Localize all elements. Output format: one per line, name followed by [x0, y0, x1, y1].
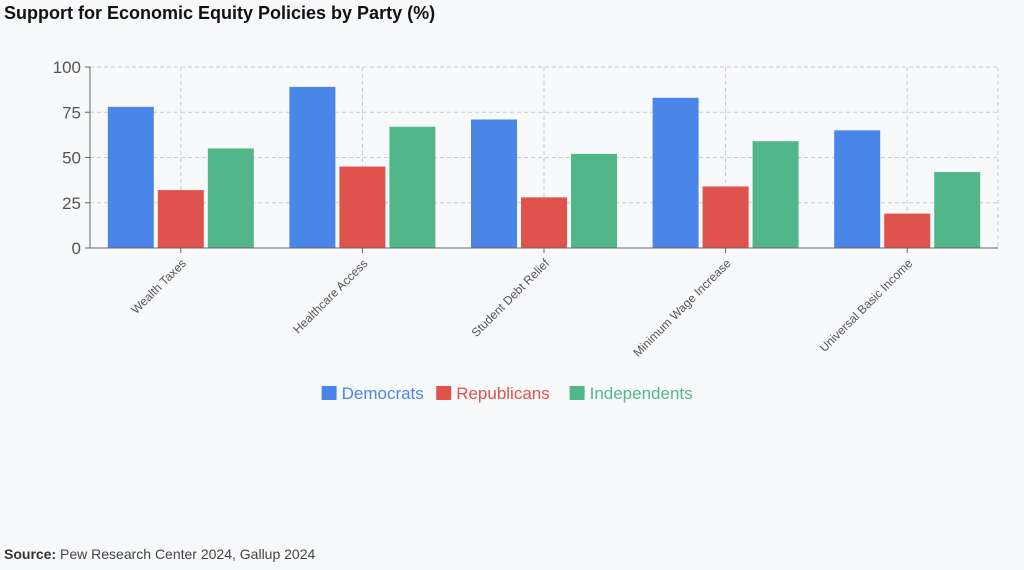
y-tick-label: 50	[62, 149, 81, 168]
legend-swatch	[321, 386, 337, 400]
bar-independents-student-debt-relief[interactable]	[571, 153, 617, 248]
y-tick-label: 25	[62, 194, 81, 213]
bar-chart: 0 25 50 75 100 Wealth Taxes Healthcare Access S…	[53, 58, 999, 403]
legend-label: Independents	[590, 384, 693, 403]
x-tick-label: Wealth Taxes	[128, 256, 189, 317]
legend-label: Republicans	[456, 384, 550, 403]
x-tick-label: Minimum Wage Increase	[630, 256, 734, 360]
bar-democrats-minimum-wage-increase[interactable]	[652, 97, 699, 249]
source-note: Source: Pew Research Center 2024, Gallup…	[4, 546, 315, 562]
y-tick-label: 0	[72, 239, 81, 258]
bar-democrats-student-debt-relief[interactable]	[471, 119, 517, 249]
bar-republicans-student-debt-relief[interactable]	[521, 197, 567, 248]
source-text: Pew Research Center 2024, Gallup 2024	[60, 546, 316, 562]
bar-republicans-healthcare-access[interactable]	[339, 166, 386, 248]
y-tick-label: 75	[62, 103, 81, 122]
bar-independents-universal-basic-income[interactable]	[934, 171, 981, 248]
legend-item-democrats[interactable]: Democrats	[321, 384, 424, 403]
x-tick-label: Healthcare Access	[290, 256, 370, 336]
legend-label: Democrats	[342, 384, 424, 403]
bar-republicans-universal-basic-income[interactable]	[884, 213, 931, 248]
source-label: Source:	[4, 546, 57, 562]
legend-swatch	[436, 386, 452, 400]
x-tick-label: Universal Basic Income	[817, 256, 916, 355]
bar-independents-minimum-wage-increase[interactable]	[752, 141, 799, 248]
bar-democrats-wealth-taxes[interactable]	[107, 106, 154, 248]
legend-swatch	[569, 386, 585, 400]
bar-democrats-universal-basic-income[interactable]	[834, 130, 881, 248]
legend-item-republicans[interactable]: Republicans	[436, 384, 550, 403]
legend-item-independents[interactable]: Independents	[569, 384, 693, 403]
y-tick-label: 100	[53, 58, 81, 77]
x-tick-label: Student Debt Relief	[469, 256, 553, 340]
legend[interactable]: Democrats Republicans Independents	[321, 384, 693, 403]
bar-republicans-wealth-taxes[interactable]	[157, 190, 204, 248]
bars	[107, 86, 981, 249]
bar-independents-wealth-taxes[interactable]	[207, 148, 254, 248]
bar-republicans-minimum-wage-increase[interactable]	[702, 186, 749, 248]
chart-title: Support for Economic Equity Policies by …	[4, 3, 436, 23]
bar-democrats-healthcare-access[interactable]	[289, 86, 336, 248]
bar-independents-healthcare-access[interactable]	[389, 126, 436, 248]
